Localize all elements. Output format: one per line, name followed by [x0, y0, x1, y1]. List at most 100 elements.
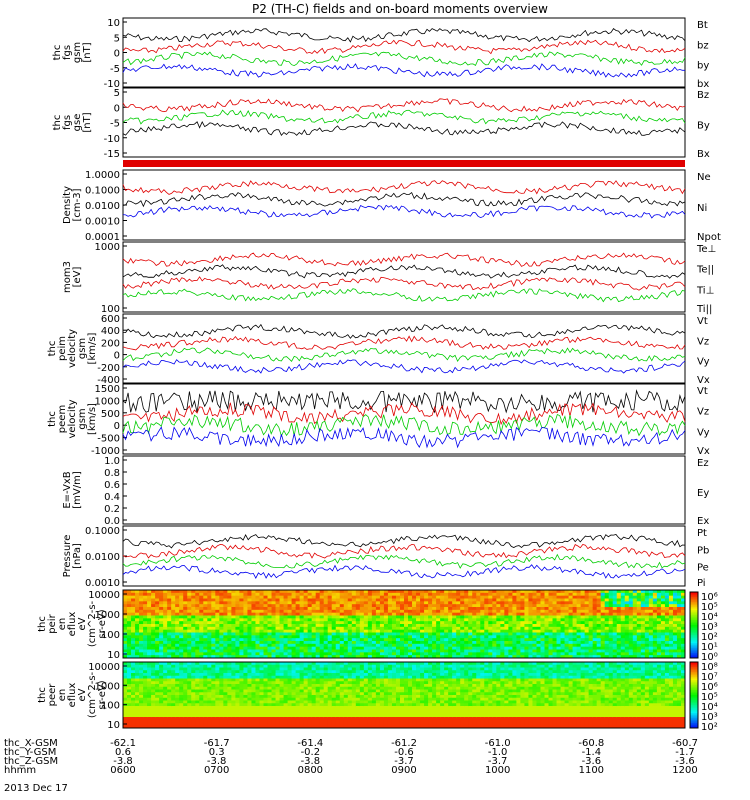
spectrogram-cell — [171, 670, 176, 674]
spectrogram-cell — [512, 598, 517, 602]
spectrogram-cell — [604, 626, 610, 631]
spectrogram-cell — [175, 641, 180, 645]
spectrogram-cell — [652, 621, 658, 625]
spectrogram-cell — [183, 601, 188, 605]
spectrogram-cell — [327, 607, 333, 611]
spectrogram-cell — [327, 598, 333, 602]
spectrogram-cell — [576, 643, 582, 648]
spectrogram-cell — [616, 629, 622, 633]
spectrogram-cell — [139, 664, 144, 668]
spectrogram-cell — [375, 629, 381, 633]
spectrogram-cell — [255, 695, 260, 699]
spectrogram-cell — [492, 652, 497, 656]
spectrogram-cell — [395, 604, 401, 608]
spectrogram-cell — [247, 681, 252, 685]
spectrogram-cell — [492, 612, 497, 616]
spectrogram-cell — [460, 607, 465, 611]
spectrogram-cell — [512, 652, 517, 656]
spectrogram-cell — [648, 595, 654, 599]
y-tick-label: 1000 — [95, 610, 120, 621]
spectrogram-cell — [335, 664, 341, 668]
spectrogram-cell — [327, 678, 333, 682]
spectrogram-cell — [580, 624, 586, 628]
spectrogram-cell — [351, 670, 357, 674]
spectrogram-cell — [395, 615, 401, 619]
spectrogram-cell — [508, 598, 513, 602]
spectrogram-cell — [480, 607, 485, 611]
spectrogram-cell — [351, 595, 357, 599]
spectrogram-cell — [672, 655, 678, 659]
spectrogram-cell — [127, 692, 132, 696]
spectrogram-cell — [159, 700, 164, 704]
spectrogram-cell — [175, 719, 180, 723]
spectrogram-cell — [127, 598, 132, 602]
spectrogram-cell — [460, 601, 465, 605]
spectrogram-cell — [620, 641, 626, 645]
spectrogram-cell — [299, 595, 305, 599]
spectrogram-cell — [484, 652, 489, 656]
spectrogram-cell — [660, 649, 666, 653]
spectrogram-cell — [215, 626, 220, 631]
spectrogram-cell — [512, 621, 517, 625]
spectrogram-cell — [271, 706, 277, 710]
spectrogram-cell — [163, 590, 168, 594]
spectrogram-cell — [299, 681, 305, 685]
spectrogram-cell — [440, 632, 445, 636]
spectrogram-cell — [171, 652, 176, 656]
spectrogram-cell — [652, 649, 658, 653]
spectrogram-cell — [295, 646, 301, 650]
spectrogram-cell — [472, 624, 477, 628]
spectrogram-cell — [295, 706, 301, 710]
spectrogram-cell — [143, 649, 148, 653]
spectrogram-cell — [371, 646, 377, 650]
spectrogram-cell — [387, 601, 393, 605]
spectrogram-cell — [327, 695, 333, 699]
spectrogram-cell — [604, 615, 610, 619]
spectrogram-cell — [580, 621, 586, 625]
spectrogram-cell — [159, 646, 164, 650]
spectrogram-cell — [155, 703, 160, 707]
spectrogram-cell — [580, 626, 586, 631]
spectrogram-cell — [536, 592, 541, 597]
spectrogram-cell — [163, 655, 168, 659]
spectrogram-cell — [291, 598, 297, 602]
spectrogram-cell — [191, 662, 196, 666]
spectrogram-cell — [239, 655, 244, 659]
spectrogram-cell — [315, 652, 321, 656]
spectrogram-cell — [163, 670, 168, 674]
spectrogram-cell — [339, 641, 345, 645]
spectrogram-cell — [343, 719, 349, 723]
spectrogram-cell — [267, 638, 273, 642]
spectrogram-cell — [167, 595, 172, 599]
spectrogram-cell — [584, 635, 590, 639]
spectrogram-cell — [640, 618, 646, 622]
spectrogram-cell — [327, 697, 333, 701]
spectrogram-cell — [468, 638, 473, 642]
spectrogram-cell — [315, 615, 321, 619]
spectrogram-cell — [123, 624, 128, 628]
spectrogram-cell — [287, 667, 293, 671]
spectrogram-cell — [227, 686, 232, 690]
spectrogram-cell — [235, 706, 240, 710]
spectrogram-cell — [179, 664, 184, 668]
spectrogram-cell — [303, 686, 309, 690]
spectrogram-cell — [448, 626, 453, 631]
spectrogram-cell — [624, 624, 630, 628]
spectrogram-cell — [460, 643, 465, 648]
spectrogram-cell — [331, 719, 337, 723]
spectrogram-cell — [391, 609, 397, 614]
spectrogram-cell — [664, 638, 670, 642]
spectrogram-cell — [596, 598, 602, 602]
spectrogram-cell — [275, 607, 281, 611]
spectrogram-cell — [528, 607, 533, 611]
spectrogram-cell — [207, 662, 212, 666]
spectrogram-cell — [227, 708, 232, 712]
plot-title: P2 (TH-C) fields and on-board moments ov… — [252, 2, 548, 16]
spectrogram-cell — [375, 590, 381, 594]
spectrogram-cell — [516, 615, 521, 619]
spectrogram-cell — [239, 675, 244, 679]
spectrogram-cell — [480, 632, 485, 636]
spectrogram-cell — [263, 601, 269, 605]
spectrogram-cell — [468, 649, 473, 653]
spectrogram-cell — [139, 618, 144, 622]
